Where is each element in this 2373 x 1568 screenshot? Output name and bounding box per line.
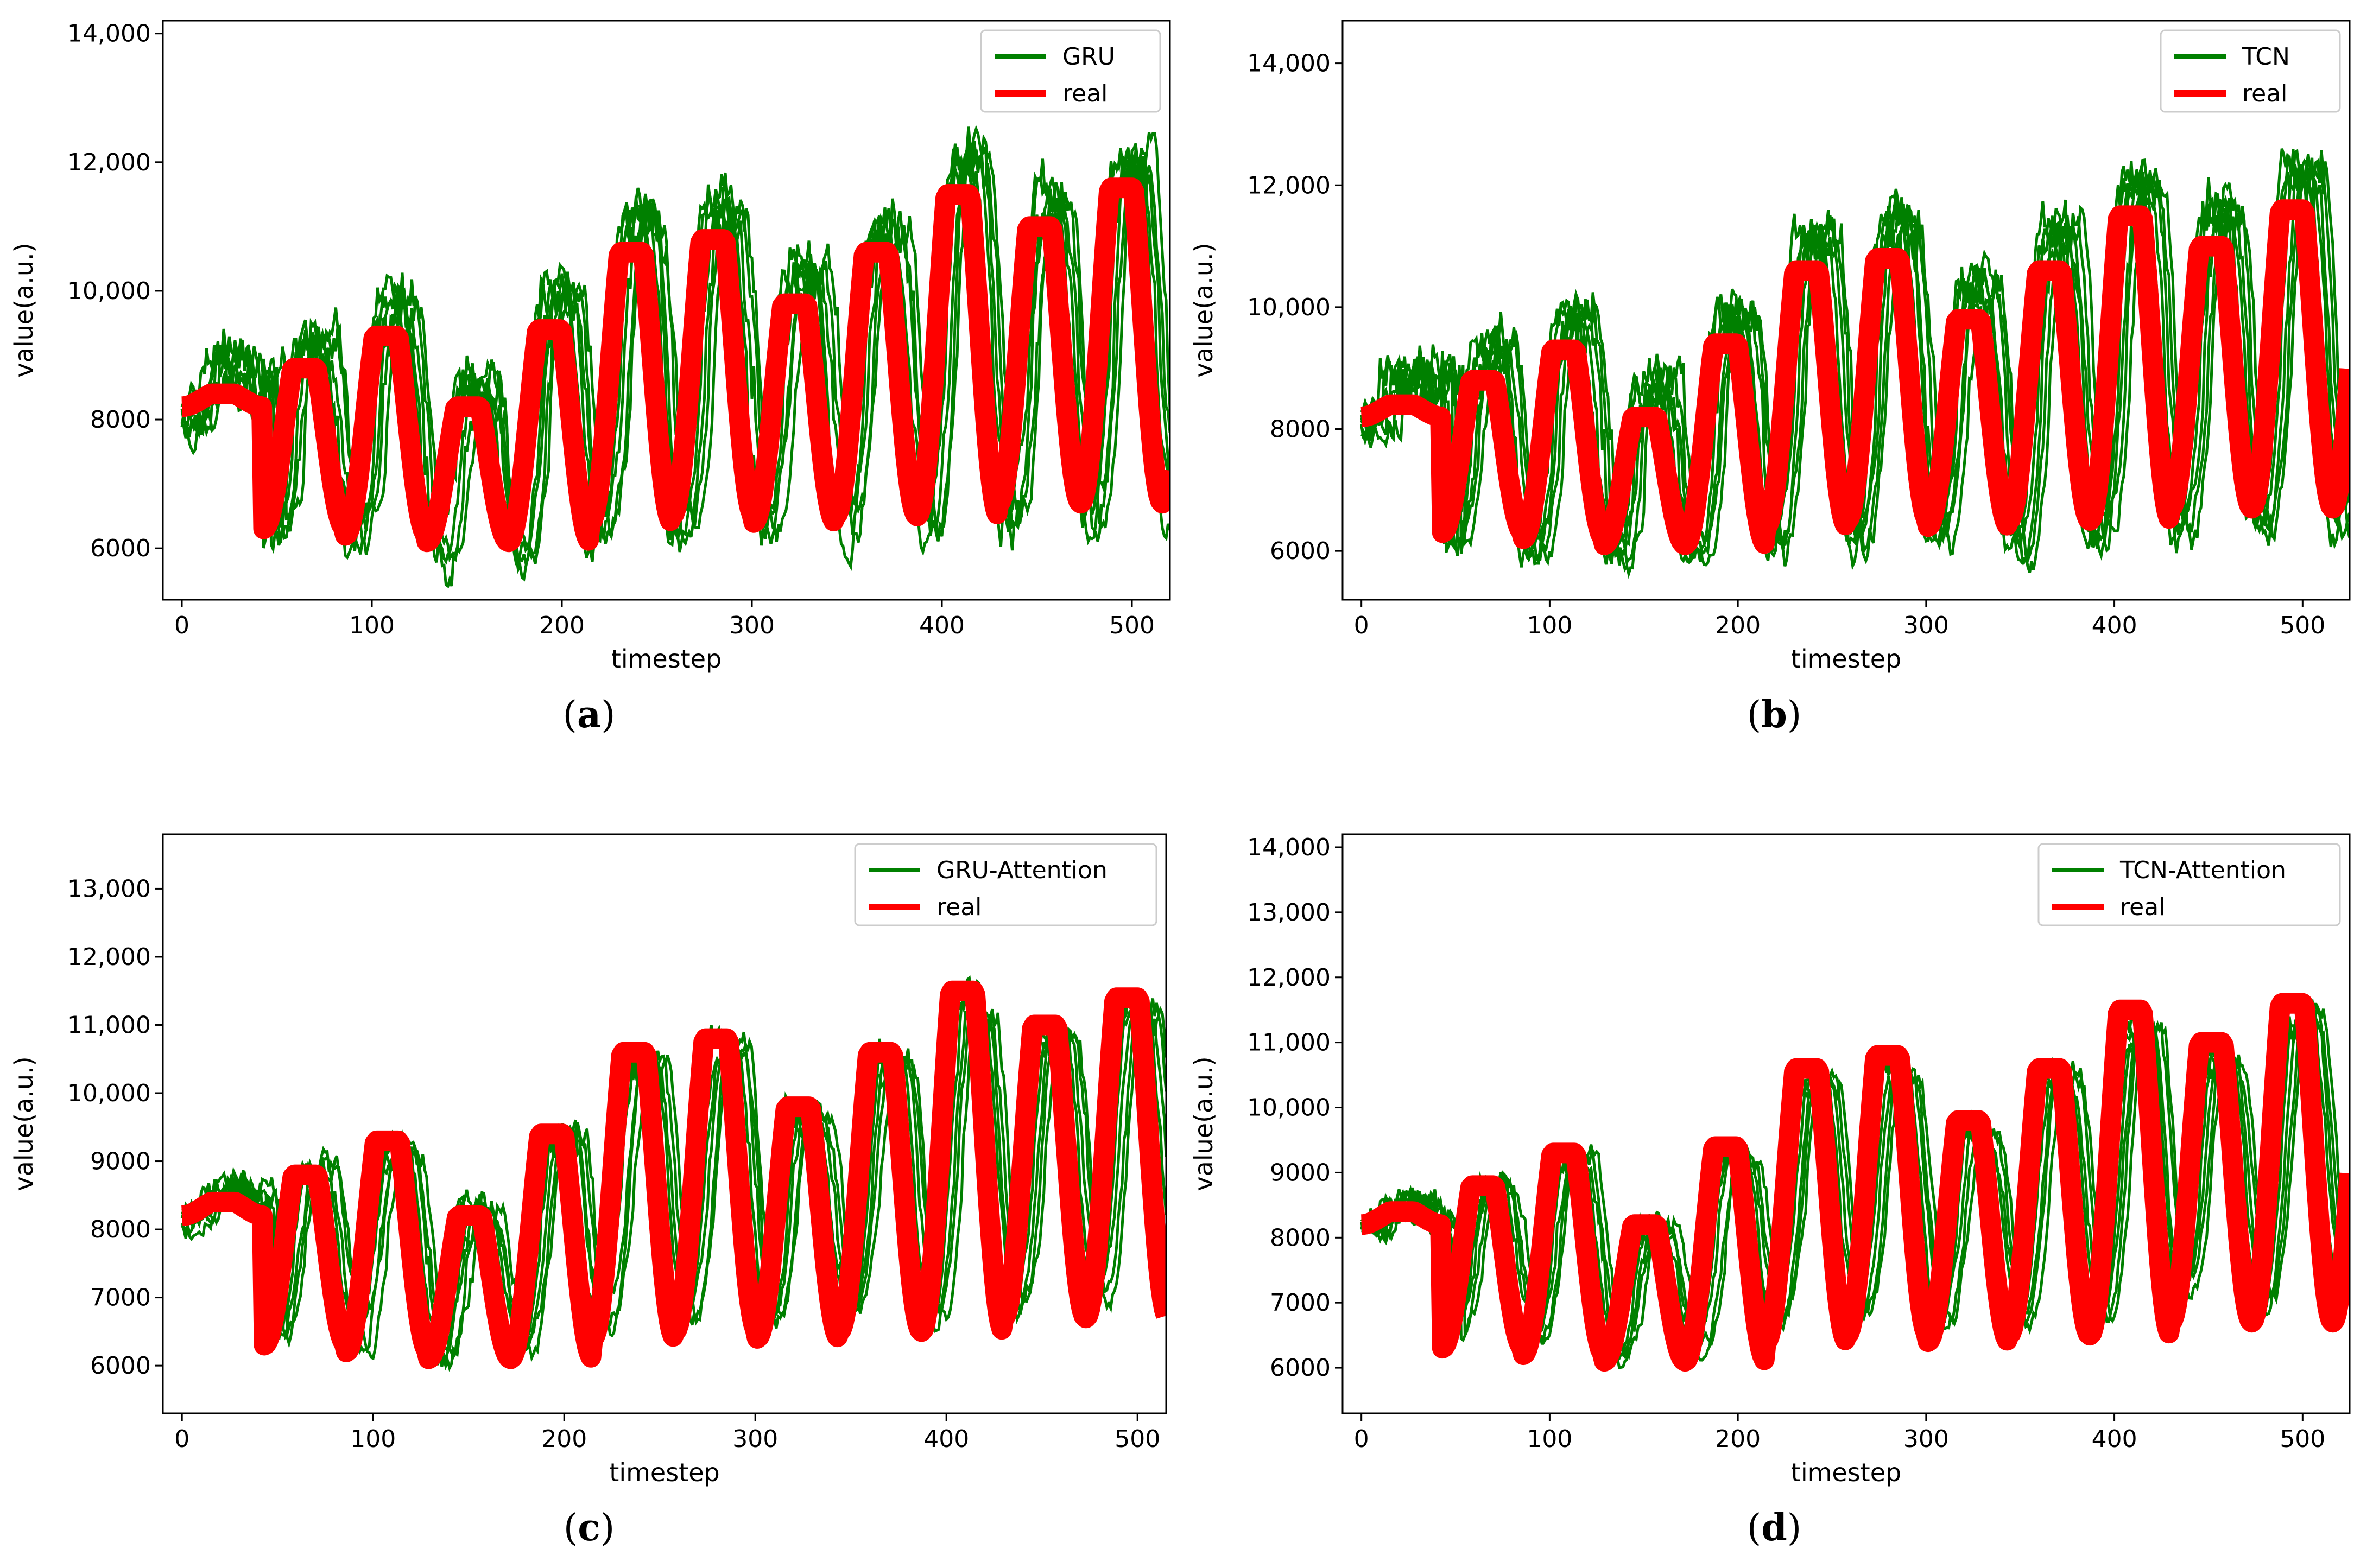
chart-d-x-tick-label-0: 0 [1354, 1425, 1369, 1453]
chart-a-x-tick-label-200: 200 [539, 612, 585, 639]
chart-c-y-tick-label-7000: 7000 [90, 1284, 151, 1312]
chart-c-y-tick-label-13000: 13,000 [67, 875, 151, 903]
chart-c-x-tick-label-200: 200 [541, 1425, 587, 1453]
chart-d-y-tick-label-9000: 9000 [1270, 1159, 1331, 1186]
chart-b-x-tick-label-100: 100 [1527, 612, 1572, 639]
chart-panel-a: (a) 0 100 200 300 400 500 6000 8000 10,000 12,000… [9, 20, 1171, 737]
chart-d-y-tick-label-14000: 14,000 [1247, 834, 1331, 861]
chart-c-x-tick-label-500: 500 [1115, 1425, 1160, 1453]
chart-a-y-axis-label: value(a.u.) [9, 243, 39, 377]
chart-b-y-tick-label-14000: 14,000 [1247, 50, 1331, 78]
chart-d-legend-label-2: real [2120, 893, 2165, 921]
chart-b-y-tick-label-8000: 8000 [1270, 416, 1331, 443]
chart-a-legend-label-2: real [1062, 80, 1108, 107]
chart-b-y-tick-label-6000: 6000 [1270, 537, 1331, 565]
chart-c-y-tick-label-12000: 12,000 [67, 943, 151, 971]
chart-d-y-tick-label-6000: 6000 [1270, 1354, 1331, 1382]
chart-c-legend-label-2: real [936, 893, 982, 921]
chart-d-panel-label: (d) [1747, 1506, 1802, 1550]
chart-a-x-axis-label: timestep [611, 644, 722, 674]
chart-d-y-tick-label-7000: 7000 [1270, 1289, 1331, 1317]
chart-c-x-tick-label-400: 400 [923, 1425, 969, 1453]
chart-c-gru-attention-series-4 [180, 988, 1166, 1367]
chart-c-x-tick-label-300: 300 [732, 1425, 778, 1453]
chart-a-legend: GRU real [980, 29, 1161, 113]
chart-c-legend: GRU-Attention real [854, 843, 1157, 926]
chart-a-y-tick-label-12000: 12,000 [67, 149, 151, 176]
chart-a-y-tick-label-14000: 14,000 [67, 20, 151, 48]
chart-c-gru-attention-series-5 [180, 996, 1166, 1356]
chart-c-y-tick-label-11000: 11,000 [67, 1011, 151, 1039]
chart-b-legend: TCN real [2160, 29, 2341, 113]
chart-d-y-tick-label-10000: 10,000 [1247, 1094, 1331, 1122]
chart-d-x-tick-label-200: 200 [1715, 1425, 1761, 1453]
chart-a-axes-frame [162, 20, 1171, 601]
chart-a-y-tick-label-10000: 10,000 [67, 277, 151, 305]
chart-b-y-tick-label-12000: 12,000 [1247, 172, 1331, 199]
chart-b-x-axis-label: timestep [1791, 644, 1901, 674]
chart-d-x-tick-label-100: 100 [1527, 1425, 1572, 1453]
chart-d-y-tick-label-12000: 12,000 [1247, 964, 1331, 992]
chart-panel-b: (b) 0 100 200 300 400 500 6000 8000 10,000 12,000… [1189, 20, 2351, 737]
chart-b-axes-frame [1341, 20, 2351, 601]
chart-c-y-tick-label-9000: 9000 [90, 1148, 151, 1176]
chart-d-real-series [1353, 993, 2350, 1372]
chart-a-x-tick-label-400: 400 [919, 612, 965, 639]
chart-c-y-tick-label-8000: 8000 [90, 1216, 151, 1243]
chart-c-gru-attention-series-7 [181, 991, 1166, 1363]
chart-d-legend: TCN-Attention real [2037, 843, 2341, 926]
chart-c-panel-label: (c) [564, 1506, 615, 1550]
chart-c-x-tick-label-0: 0 [174, 1425, 189, 1453]
chart-d-y-tick-label-13000: 13,000 [1247, 899, 1331, 926]
chart-b-panel-label: (b) [1747, 693, 1802, 737]
chart-d-legend-label-1: TCN-Attention [2119, 856, 2286, 884]
chart-b-x-tick-label-500: 500 [2280, 612, 2325, 639]
chart-d-x-axis-label: timestep [1791, 1458, 1901, 1487]
chart-a-x-tick-label-100: 100 [349, 612, 395, 639]
chart-panel-c: (c) 0 100 200 300 400 500 6000 7000 8000 9000 10,0… [9, 833, 1167, 1550]
chart-c-x-tick-label-100: 100 [350, 1425, 396, 1453]
chart-a-x-tick-label-0: 0 [174, 612, 189, 639]
chart-c-x-axis-label: timestep [609, 1458, 719, 1487]
chart-panel-d: (d) 0 100 200 300 400 500 6000 7000 8000 9000 10,0… [1189, 833, 2351, 1550]
chart-a-x-tick-label-500: 500 [1109, 612, 1155, 639]
chart-b-x-tick-label-300: 300 [1903, 612, 1949, 639]
chart-c-y-tick-label-10000: 10,000 [67, 1080, 151, 1107]
chart-d-x-tick-label-300: 300 [1903, 1425, 1949, 1453]
chart-b-y-tick-label-10000: 10,000 [1247, 294, 1331, 321]
chart-b-x-tick-label-200: 200 [1715, 612, 1761, 639]
chart-a-y-tick-label-8000: 8000 [90, 406, 151, 434]
chart-b-legend-label-1: TCN [2242, 43, 2290, 71]
chart-a-legend-label-1: GRU [1062, 43, 1115, 71]
chart-a-real-series [173, 177, 1170, 553]
chart-a-y-tick-label-6000: 6000 [90, 535, 151, 562]
chart-d-x-tick-label-500: 500 [2280, 1425, 2325, 1453]
chart-c-legend-label-1: GRU-Attention [936, 856, 1108, 884]
chart-d-y-axis-label: value(a.u.) [1189, 1056, 1218, 1191]
chart-c-axes-frame [162, 833, 1167, 1414]
chart-b-x-tick-label-0: 0 [1354, 612, 1369, 639]
chart-c-y-axis-label: value(a.u.) [9, 1056, 39, 1191]
chart-d-axes-frame [1341, 833, 2351, 1414]
chart-b-x-tick-label-400: 400 [2092, 612, 2137, 639]
chart-c-real-series [173, 980, 1166, 1369]
chart-a-x-tick-label-300: 300 [729, 612, 775, 639]
chart-d-x-tick-label-400: 400 [2092, 1425, 2137, 1453]
chart-d-y-tick-label-11000: 11,000 [1247, 1029, 1331, 1057]
chart-d-y-tick-label-8000: 8000 [1270, 1224, 1331, 1252]
chart-b-real-series [1353, 199, 2350, 555]
chart-b-legend-label-2: real [2242, 80, 2287, 107]
chart-c-y-tick-label-6000: 6000 [90, 1352, 151, 1380]
chart-a-panel-label: (a) [562, 693, 615, 737]
chart-c-gru-attention-series-6 [180, 998, 1166, 1372]
chart-a-gru-series-7 [180, 124, 1170, 564]
chart-b-y-axis-label: value(a.u.) [1189, 243, 1218, 377]
